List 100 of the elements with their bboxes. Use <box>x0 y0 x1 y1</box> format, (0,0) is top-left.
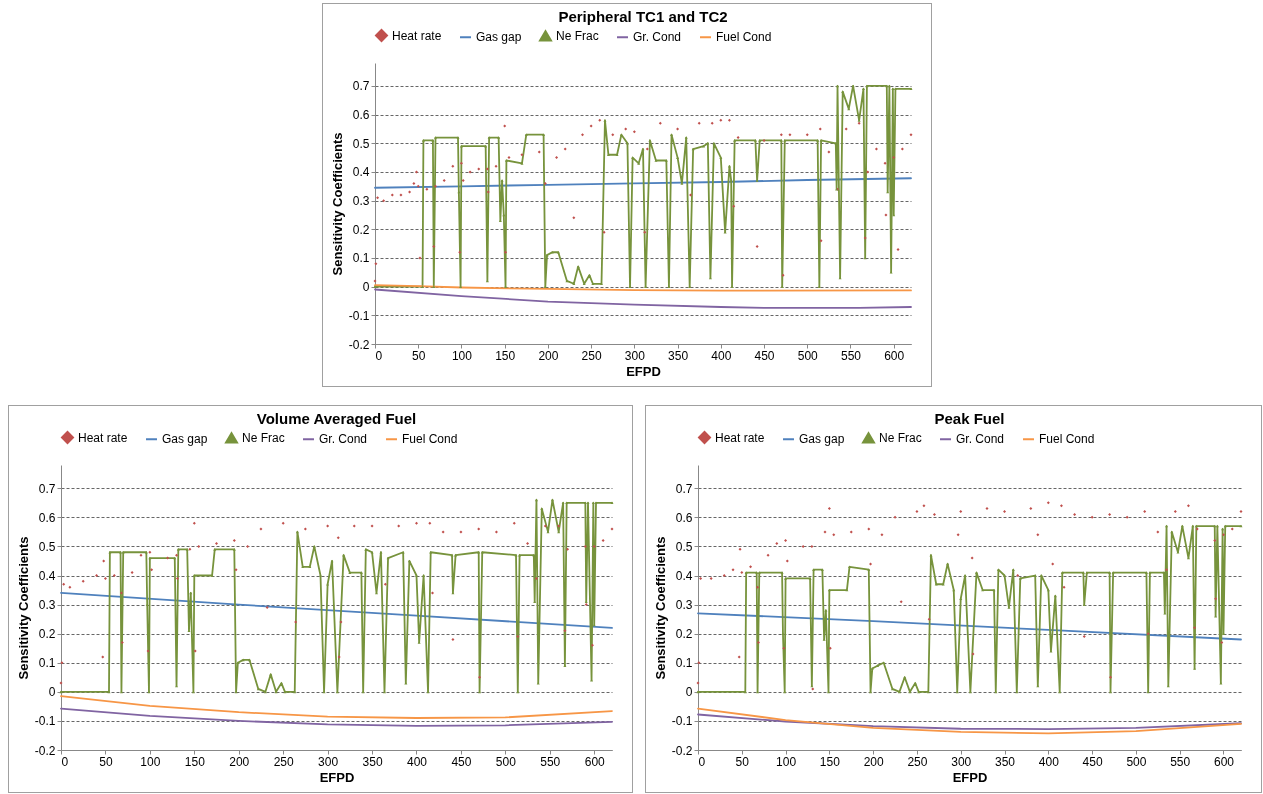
y-axis-title: Sensitivity Coefficients <box>329 132 345 276</box>
x-tick-label: 600 <box>1213 754 1235 769</box>
x-tick-label: 450 <box>1082 754 1103 769</box>
chart-title: Volume Averaged Fuel <box>256 410 417 427</box>
x-tick-label: 100 <box>451 348 473 363</box>
x-tick-label: 600 <box>884 348 905 363</box>
x-tick-label: 450 <box>451 754 472 769</box>
x-tick-label: 550 <box>540 754 561 769</box>
x-axis-title: EFPD <box>319 769 355 785</box>
legend-label: Gas gap <box>162 432 208 447</box>
x-axis-title: EFPD <box>952 769 988 785</box>
x-tick-label: 200 <box>863 754 884 769</box>
legend-label: Ne Frac <box>556 28 599 43</box>
x-tick-label: 0 <box>61 754 69 769</box>
y-tick-label: 0 <box>685 685 693 700</box>
y-tick-label: 0 <box>362 280 370 295</box>
x-tick-label: 50 <box>99 754 113 769</box>
x-tick-label: 350 <box>995 754 1016 769</box>
y-axis-title: Sensitivity Coefficients <box>652 536 668 680</box>
x-tick-label: 250 <box>581 348 602 363</box>
y-tick-label: -0.2 <box>34 743 56 758</box>
legend-label: Gr. Cond <box>319 432 368 447</box>
x-tick-label: 500 <box>1126 754 1147 769</box>
line-series <box>697 713 1242 730</box>
chart-title: Peak Fuel <box>934 410 1005 427</box>
x-tick-label: 150 <box>495 348 516 363</box>
x-tick-label: 500 <box>797 348 819 363</box>
x-tick-label: 550 <box>1170 754 1191 769</box>
legend-label: Heat rate <box>715 430 765 445</box>
y-tick-label: 0.4 <box>38 569 56 584</box>
x-tick-label: 0 <box>698 754 706 769</box>
y-tick-label: 0.6 <box>352 108 370 123</box>
legend-label: Heat rate <box>78 430 128 445</box>
y-tick-label: 0.4 <box>352 165 370 180</box>
y-tick-label: 0 <box>48 685 56 700</box>
legend-label: Gr. Cond <box>633 30 682 45</box>
line-series <box>60 695 613 719</box>
line-series <box>60 707 613 727</box>
x-tick-label: 400 <box>406 754 428 769</box>
x-tick-label: 250 <box>273 754 295 769</box>
y-tick-label: 0.2 <box>38 627 56 642</box>
chart-title: Peripheral TC1 and TC2 <box>558 8 728 25</box>
legend-label: Gas gap <box>476 30 522 45</box>
y-tick-label: 0.5 <box>675 539 693 554</box>
legend-label: Gr. Cond <box>956 432 1005 447</box>
x-tick-label: 600 <box>584 754 606 769</box>
y-tick-label: 0.6 <box>38 510 56 525</box>
x-tick-label: 50 <box>735 754 750 769</box>
legend-label: Heat rate <box>392 28 442 43</box>
y-tick-label: 0.7 <box>38 481 56 496</box>
y-tick-label: -0.1 <box>348 308 370 323</box>
x-tick-label: 300 <box>318 754 339 769</box>
legend-label: Ne Frac <box>242 430 285 445</box>
y-tick-label: 0.2 <box>352 222 370 237</box>
y-tick-label: -0.1 <box>34 714 56 729</box>
y-tick-label: 0.1 <box>38 656 56 671</box>
y-tick-label: 0.5 <box>38 539 56 554</box>
x-tick-label: 500 <box>495 754 517 769</box>
y-tick-label: -0.2 <box>671 743 693 758</box>
x-tick-label: 350 <box>362 754 383 769</box>
y-tick-label: 0.2 <box>675 627 693 642</box>
legend-label: Fuel Cond <box>402 432 458 447</box>
y-tick-label: 0.3 <box>675 598 693 613</box>
x-tick-label: 300 <box>624 348 646 363</box>
y-tick-label: 0.7 <box>352 79 370 94</box>
x-tick-label: 400 <box>1038 754 1060 769</box>
legend-label: Fuel Cond <box>716 30 772 45</box>
y-axis-title: Sensitivity Coefficients <box>15 536 31 680</box>
y-tick-label: 0.3 <box>352 194 370 209</box>
x-tick-label: 100 <box>140 754 161 769</box>
x-tick-label: 150 <box>819 754 841 769</box>
line-series <box>60 592 613 629</box>
legend-label: Fuel Cond <box>1039 432 1095 447</box>
x-tick-label: 200 <box>538 348 559 363</box>
x-tick-label: 450 <box>754 348 775 363</box>
line-series <box>374 177 912 189</box>
legend-label: Ne Frac <box>879 430 922 445</box>
y-tick-label: 0.1 <box>352 251 370 266</box>
x-tick-label: 50 <box>412 348 426 363</box>
y-tick-label: 0.6 <box>675 510 693 525</box>
x-axis-title: EFPD <box>626 363 661 379</box>
y-tick-label: 0.5 <box>352 136 370 151</box>
line-series <box>697 707 1242 735</box>
x-tick-label: 0 <box>375 348 383 363</box>
x-tick-label: 100 <box>776 754 797 769</box>
x-tick-label: 350 <box>668 348 689 363</box>
x-tick-label: 150 <box>184 754 206 769</box>
y-tick-label: -0.2 <box>348 337 370 352</box>
x-tick-label: 200 <box>229 754 250 769</box>
line-series <box>697 612 1242 641</box>
y-tick-label: 0.4 <box>675 569 693 584</box>
y-tick-label: 0.1 <box>675 656 693 671</box>
y-tick-label: -0.1 <box>671 714 693 729</box>
x-tick-label: 300 <box>951 754 972 769</box>
y-tick-label: 0.3 <box>38 598 56 613</box>
x-tick-label: 550 <box>840 348 862 363</box>
y-tick-label: 0.7 <box>675 481 693 496</box>
x-tick-label: 400 <box>711 348 732 363</box>
legend-label: Gas gap <box>799 432 845 447</box>
x-tick-label: 250 <box>907 754 928 769</box>
